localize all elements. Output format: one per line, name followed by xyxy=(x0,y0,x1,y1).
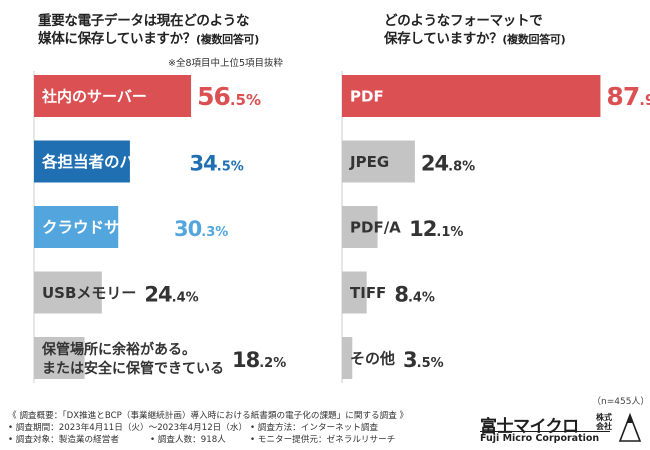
right-value-int-2: 24 xyxy=(421,152,449,176)
right-title-line2: 保存していますか？ xyxy=(384,31,503,47)
left-value-dec-3: .3% xyxy=(201,225,228,240)
left-category-label-5: 保管場所に余裕がある。または安全に保管できている xyxy=(41,341,224,377)
footer-title: 《 調査概要：「DX推進とBCP（事業継続計画）導入時における紙書類の電子化の課… xyxy=(8,411,409,421)
right-value-label-1: 87.9% xyxy=(606,82,650,111)
right-title-suffix: (複数回答可) xyxy=(502,33,566,46)
left-title-line2: 媒体に保存していますか？ xyxy=(38,31,196,47)
left-chart-title: 重要な電子データは現在どのような 媒体に保存していますか？(複数回答可) xyxy=(38,12,259,49)
right-value-dec-1: .9% xyxy=(639,91,650,109)
right-value-dec-2: .8% xyxy=(448,160,475,175)
left-title-suffix: (複数回答可) xyxy=(196,33,259,46)
right-value-label-5: 3.5% xyxy=(403,348,444,372)
left-value-dec-4: .4% xyxy=(172,291,199,306)
right-value-dec-5: .5% xyxy=(417,356,444,371)
left-chart-note: ※全8項目中上位5項目抜粋 xyxy=(168,58,284,69)
company-logo: 富士マイクロ 株式 会社 Fuji Micro Corporation xyxy=(476,412,646,446)
left-bar-5 xyxy=(34,337,85,379)
left-value-label-4: 24.4% xyxy=(144,283,198,307)
right-category-label-5: その他 xyxy=(350,350,395,368)
left-value-int-5: 18 xyxy=(232,348,260,372)
right-value-int-5: 3 xyxy=(403,348,417,372)
logo-kabushiki-1: 株式 xyxy=(596,413,612,422)
right-value-label-3: 12.1% xyxy=(409,217,463,241)
right-value-int-1: 87 xyxy=(606,82,639,111)
right-bar-3 xyxy=(342,206,378,248)
right-chart-title: どのようなフォーマットで 保存していますか？(複数回答可) xyxy=(384,12,566,49)
left-category-label-5-line-1: 保管場所に余裕がある。 xyxy=(41,341,196,358)
right-category-label-2: JPEG xyxy=(349,153,389,171)
right-category-label-4: TIFF xyxy=(350,284,386,302)
sample-size: （n=455人） xyxy=(592,397,650,407)
left-value-int-4: 24 xyxy=(144,283,172,307)
footer-period: • 調査期間：2023年4月11日（火）～2023年4月12日（水） xyxy=(8,423,248,433)
left-bar-4 xyxy=(34,271,102,314)
footer-target: • 調査対象：製造業の経営者 xyxy=(8,435,119,445)
left-bar-1 xyxy=(34,75,192,117)
right-bar-1 xyxy=(342,75,601,117)
left-category-label-4: USBメモリー xyxy=(42,284,136,302)
left-value-dec-1: .5% xyxy=(230,91,261,109)
logo-name-jp: 富士マイクロ xyxy=(480,417,579,437)
left-value-int-3: 30 xyxy=(174,217,202,241)
right-bar-5 xyxy=(342,337,353,379)
right-title-line1: どのようなフォーマットで xyxy=(384,13,543,29)
logo-name-en: Fuji Micro Corporation xyxy=(480,433,600,444)
right-category-label-1: PDF xyxy=(350,88,384,106)
footer-provider: • モニター提供元：ゼネラルリサーチ xyxy=(250,435,396,445)
left-value-label-5: 18.2% xyxy=(232,348,286,372)
logo-kabushiki: 株式 会社 xyxy=(596,413,616,431)
left-value-label-3: 30.3% xyxy=(174,217,228,241)
right-value-dec-4: .4% xyxy=(408,291,435,306)
right-value-int-3: 12 xyxy=(409,217,436,241)
left-value-dec-5: .2% xyxy=(259,356,286,371)
survey-footer: 《 調査概要：「DX推進とBCP（事業継続計画）導入時における紙書類の電子化の課… xyxy=(8,410,408,446)
right-value-label-2: 24.8% xyxy=(421,152,475,176)
right-value-label-4: 8.4% xyxy=(394,283,435,307)
left-bar-3 xyxy=(34,206,119,248)
left-category-label-5-line-2: または安全に保管できている xyxy=(42,360,224,377)
left-category-label-2: 各担当者のパソコン xyxy=(41,152,182,171)
left-value-int-2: 34 xyxy=(190,152,218,176)
left-category-label-1: 社内のサーバー xyxy=(41,88,147,106)
right-value-int-4: 8 xyxy=(394,283,408,307)
logo-underline xyxy=(480,431,610,432)
left-bar-2 xyxy=(34,140,130,183)
left-title-line1: 重要な電子データは現在どのような xyxy=(38,13,250,29)
left-category-label-3: クラウドサービス xyxy=(42,219,166,237)
logo-kabushiki-2: 会社 xyxy=(596,422,612,431)
footer-count: • 調査人数：918人 xyxy=(150,435,226,445)
left-value-label-2: 34.5% xyxy=(190,152,244,176)
right-bar-2 xyxy=(342,140,415,183)
left-value-int-1: 56 xyxy=(197,82,230,111)
left-value-dec-2: .5% xyxy=(217,160,244,175)
left-value-label-1: 56.5% xyxy=(197,82,261,111)
mountain-logo-icon xyxy=(618,412,642,442)
right-value-dec-3: .1% xyxy=(436,225,463,240)
right-bar-4 xyxy=(342,271,367,314)
footer-method: • 調査方法：インターネット調査 xyxy=(250,423,379,433)
right-category-label-3: PDF/A xyxy=(350,219,401,237)
